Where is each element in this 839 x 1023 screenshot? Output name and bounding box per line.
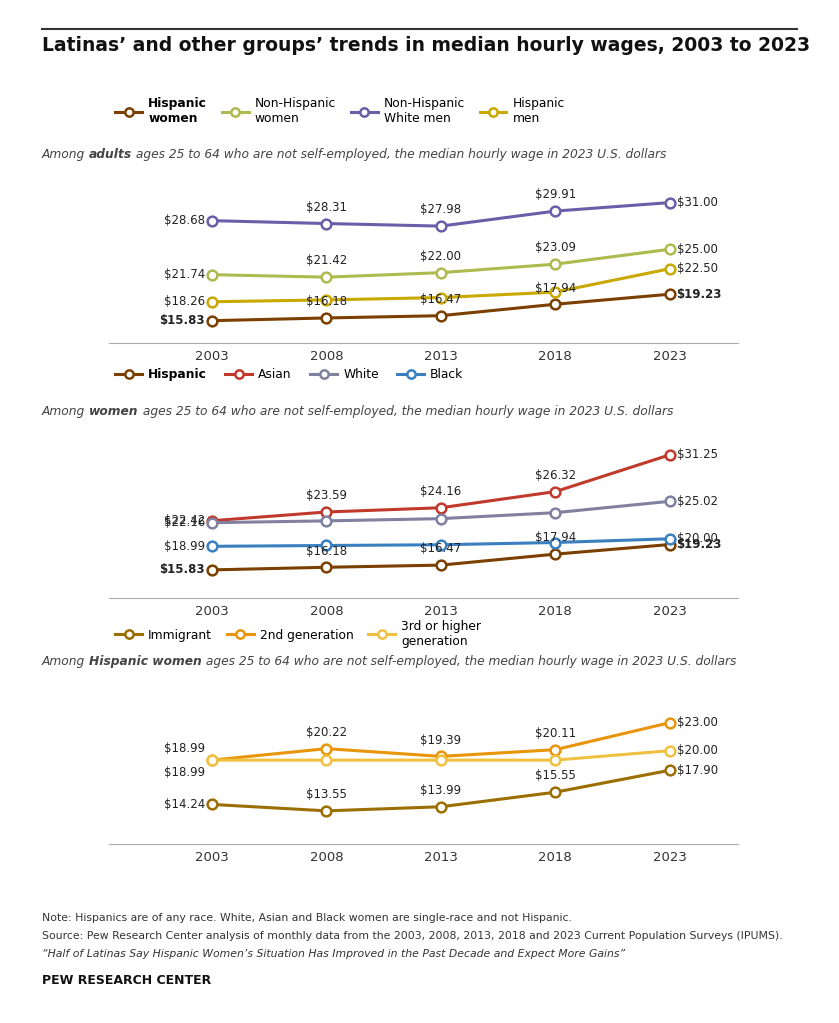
Text: $18.26: $18.26 xyxy=(164,296,205,308)
Legend: Hispanic
women, Non-Hispanic
women, Non-Hispanic
White men, Hispanic
men: Hispanic women, Non-Hispanic women, Non-… xyxy=(115,97,565,126)
Text: $24.16: $24.16 xyxy=(420,485,461,498)
Text: Source: Pew Research Center analysis of monthly data from the 2003, 2008, 2013, : Source: Pew Research Center analysis of … xyxy=(42,931,783,941)
Text: $23.09: $23.09 xyxy=(534,241,576,255)
Text: $18.99: $18.99 xyxy=(164,765,205,779)
Text: $22.50: $22.50 xyxy=(676,262,717,275)
Text: Among: Among xyxy=(42,405,89,418)
Text: Latinas’ and other groups’ trends in median hourly wages, 2003 to 2023: Latinas’ and other groups’ trends in med… xyxy=(42,36,810,55)
Text: $20.22: $20.22 xyxy=(306,726,347,739)
Text: $14.24: $14.24 xyxy=(164,798,205,811)
Text: $18.99: $18.99 xyxy=(164,540,205,552)
Text: $19.39: $19.39 xyxy=(420,733,461,747)
Text: $29.91: $29.91 xyxy=(534,188,576,202)
Text: Among: Among xyxy=(42,148,89,162)
Text: $21.42: $21.42 xyxy=(306,255,347,267)
Text: $17.90: $17.90 xyxy=(676,764,717,776)
Text: $13.55: $13.55 xyxy=(306,788,347,801)
Text: $20.11: $20.11 xyxy=(534,727,576,740)
Text: $17.94: $17.94 xyxy=(534,531,576,544)
Text: $15.83: $15.83 xyxy=(159,564,205,576)
Legend: Hispanic, Asian, White, Black: Hispanic, Asian, White, Black xyxy=(115,368,463,382)
Text: $28.68: $28.68 xyxy=(164,214,205,227)
Text: ages 25 to 64 who are not self-employed, the median hourly wage in 2023 U.S. dol: ages 25 to 64 who are not self-employed,… xyxy=(133,148,666,162)
Text: PEW RESEARCH CENTER: PEW RESEARCH CENTER xyxy=(42,974,211,987)
Text: ages 25 to 64 who are not self-employed, the median hourly wage in 2023 U.S. dol: ages 25 to 64 who are not self-employed,… xyxy=(138,405,673,418)
Text: $31.25: $31.25 xyxy=(676,448,717,461)
Text: $18.99: $18.99 xyxy=(164,742,205,755)
Text: ages 25 to 64 who are not self-employed, the median hourly wage in 2023 U.S. dol: ages 25 to 64 who are not self-employed,… xyxy=(202,655,736,668)
Legend: Immigrant, 2nd generation, 3rd or higher
generation: Immigrant, 2nd generation, 3rd or higher… xyxy=(115,620,482,648)
Text: $28.31: $28.31 xyxy=(306,201,347,214)
Text: $16.47: $16.47 xyxy=(420,542,461,555)
Text: $21.74: $21.74 xyxy=(164,268,205,281)
Text: $22.42: $22.42 xyxy=(164,515,205,527)
Text: $27.98: $27.98 xyxy=(420,204,461,217)
Text: $31.00: $31.00 xyxy=(676,196,717,209)
Text: $19.23: $19.23 xyxy=(676,538,722,551)
Text: adults: adults xyxy=(89,148,133,162)
Text: $17.94: $17.94 xyxy=(534,281,576,295)
Text: $22.00: $22.00 xyxy=(420,250,461,263)
Text: $16.18: $16.18 xyxy=(306,544,347,558)
Text: $25.02: $25.02 xyxy=(676,495,717,507)
Text: $20.00: $20.00 xyxy=(676,532,717,545)
Text: Among: Among xyxy=(42,655,89,668)
Text: $13.99: $13.99 xyxy=(420,784,461,797)
Text: $23.59: $23.59 xyxy=(306,489,347,502)
Text: “Half of Latinas Say Hispanic Women’s Situation Has Improved in the Past Decade : “Half of Latinas Say Hispanic Women’s Si… xyxy=(42,949,625,960)
Text: $25.00: $25.00 xyxy=(676,242,717,256)
Text: $16.18: $16.18 xyxy=(306,296,347,308)
Text: $20.00: $20.00 xyxy=(676,744,717,757)
Text: $26.32: $26.32 xyxy=(534,469,576,482)
Text: $23.00: $23.00 xyxy=(676,716,717,729)
Text: Hispanic women: Hispanic women xyxy=(89,655,202,668)
Text: women: women xyxy=(89,405,138,418)
Text: $15.83: $15.83 xyxy=(159,314,205,327)
Text: $15.55: $15.55 xyxy=(534,769,576,783)
Text: $16.47: $16.47 xyxy=(420,293,461,306)
Text: $22.16: $22.16 xyxy=(164,517,205,529)
Text: Note: Hispanics are of any race. White, Asian and Black women are single-race an: Note: Hispanics are of any race. White, … xyxy=(42,913,572,923)
Text: $19.23: $19.23 xyxy=(676,287,722,301)
